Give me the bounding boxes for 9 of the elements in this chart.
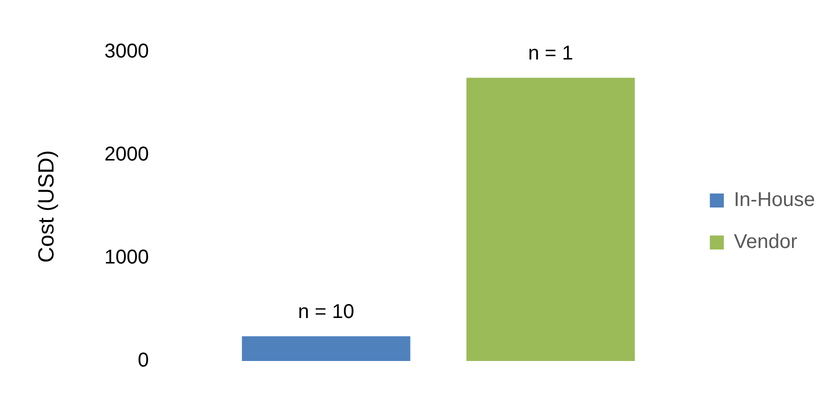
legend-label: In-House <box>734 189 816 212</box>
y-tick-label: 2000 <box>104 144 149 166</box>
y-tick-label: 3000 <box>104 40 149 63</box>
legend-label: Vendor <box>734 231 798 254</box>
annotation: n = 10 <box>298 300 354 323</box>
y-axis-title: Cost (USD) <box>33 150 58 263</box>
annotation: n = 1 <box>528 42 574 64</box>
y-tick-label: 1000 <box>104 246 149 269</box>
y-tick-label: 0 <box>138 350 149 372</box>
